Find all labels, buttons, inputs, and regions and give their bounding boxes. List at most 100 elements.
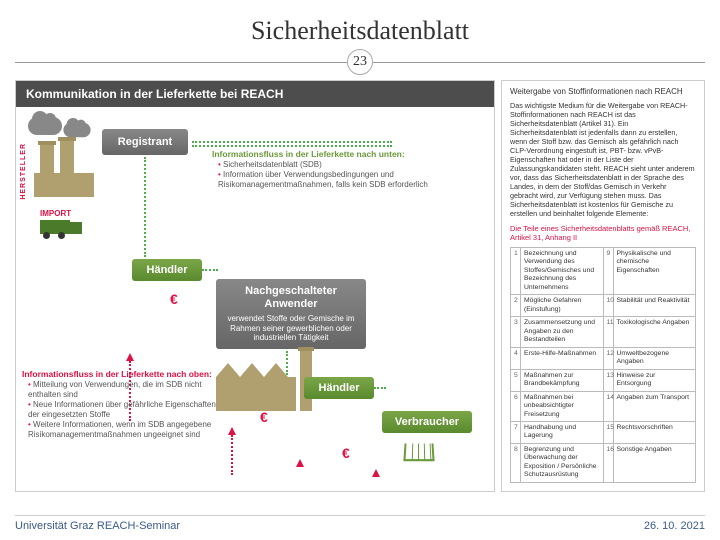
footer: Universität Graz REACH-Seminar 26. 10. 2… xyxy=(15,515,705,532)
red-arrow-up-icon xyxy=(296,459,304,467)
table-cell: 1 xyxy=(511,247,521,294)
right-heading: Weitergabe von Stoffinformationen nach R… xyxy=(510,87,696,97)
chimney-icon xyxy=(60,141,74,175)
cloud-icon xyxy=(63,123,90,137)
info-up-list: Mitteilung von Verwendungen, die im SDB … xyxy=(22,380,226,440)
table-cell: 6 xyxy=(511,391,521,421)
info-up: Informationsfluss in der Lieferkette nac… xyxy=(22,369,226,440)
red-arrow-up-icon xyxy=(372,469,380,477)
green-dotted xyxy=(202,269,218,271)
truck-icon xyxy=(40,220,70,234)
table-cell: Rechtsvorschriften xyxy=(613,421,696,443)
slide: Sicherheitsdatenblatt 23 Kommunikation i… xyxy=(0,0,720,540)
green-arrow xyxy=(192,145,392,147)
import-label: IMPORT xyxy=(40,209,71,218)
table-cell: 14 xyxy=(603,391,613,421)
table-cell: 7 xyxy=(511,421,521,443)
table-cell: 3 xyxy=(511,317,521,347)
red-dotted xyxy=(231,435,233,475)
cart-icon xyxy=(404,443,444,471)
page-number-badge: 23 xyxy=(347,49,373,75)
red-arrow-up-icon xyxy=(228,427,236,435)
red-arrow-up-icon xyxy=(126,353,134,361)
table-row: 7Handhabung und Lagerung15Rechtsvorschri… xyxy=(511,421,696,443)
actor-haendler-1: Händler xyxy=(132,259,202,281)
table-cell: Erste-Hilfe-Maßnahmen xyxy=(521,347,604,369)
registrant-scene: HERSTELLER xyxy=(22,117,102,207)
green-dotted xyxy=(374,387,386,389)
footer-left: Universität Graz REACH-Seminar xyxy=(15,520,180,532)
table-row: 3Zusammensetzung und Angaben zu den Best… xyxy=(511,317,696,347)
actor-verbraucher: Verbraucher xyxy=(382,411,472,433)
table-cell: Angaben zum Transport xyxy=(613,391,696,421)
table-cell: 2 xyxy=(511,295,521,317)
table-cell: Toxikologische Angaben xyxy=(613,317,696,347)
euro-icon: € xyxy=(342,445,350,461)
hersteller-label: HERSTELLER xyxy=(20,143,27,200)
actor-label: Nachgeschalteter Anwender xyxy=(222,285,360,311)
list-item: Information über Verwendungsbedingungen … xyxy=(218,170,468,190)
table-row: 6Maßnahmen bei unbeabsichtigter Freisetz… xyxy=(511,391,696,421)
table-cell: Handhabung und Lagerung xyxy=(521,421,604,443)
table-cell: 11 xyxy=(603,317,613,347)
table-cell: Umweltbezogene Angaben xyxy=(613,347,696,369)
table-cell: Begrenzung und Überwachung der Expositio… xyxy=(521,443,604,482)
list-item: Weitere Informationen, wenn im SDB angeg… xyxy=(28,420,226,440)
actor-nachgeschaltet: Nachgeschalteter Anwender verwendet Stof… xyxy=(216,279,366,349)
page-title: Sicherheitsdatenblatt xyxy=(15,16,705,46)
table-row: 2Mögliche Gefahren (Einstufung)10Stabili… xyxy=(511,295,696,317)
table-cell: Stabilität und Reaktivität xyxy=(613,295,696,317)
list-item: Neue Informationen über gefährliche Eige… xyxy=(28,400,226,420)
right-paragraph: Das wichtigste Medium für die Weitergabe… xyxy=(510,101,696,218)
table-cell: Bezeichnung und Verwendung des Stoffes/G… xyxy=(521,247,604,294)
euro-icon: € xyxy=(260,409,268,425)
actor-registrant: Registrant xyxy=(102,129,188,155)
green-dotted xyxy=(144,157,146,257)
table-cell: Zusammensetzung und Angaben zu den Besta… xyxy=(521,317,604,347)
right-panel: Weitergabe von Stoffinformationen nach R… xyxy=(501,80,705,492)
factory-body xyxy=(34,173,94,197)
table-row: 5Maßnahmen zur Brandbekämpfung13Hinweise… xyxy=(511,369,696,391)
diagram-header: Kommunikation in der Lieferkette bei REA… xyxy=(16,81,494,107)
info-down-list: Sicherheitsdatenblatt (SDB) Information … xyxy=(212,160,468,190)
title-rule: 23 xyxy=(15,50,705,74)
green-dotted xyxy=(286,351,288,375)
table-cell: 5 xyxy=(511,369,521,391)
table-cell: Mögliche Gefahren (Einstufung) xyxy=(521,295,604,317)
actor-sub: verwendet Stoffe oder Gemische im Rahmen… xyxy=(222,314,360,343)
table-cell: 9 xyxy=(603,247,613,294)
cloud-icon xyxy=(28,117,62,135)
import-truck: IMPORT xyxy=(40,209,71,234)
table-cell: 13 xyxy=(603,369,613,391)
table-cell: 16 xyxy=(603,443,613,482)
right-subheading: Die Teile eines Sicherheitsdatenblatts g… xyxy=(510,224,696,243)
table-cell: Physikalische und chemische Eigenschafte… xyxy=(613,247,696,294)
table-cell: 12 xyxy=(603,347,613,369)
green-arrow xyxy=(192,141,392,143)
roof-icon xyxy=(264,363,288,377)
info-down-title: Informationsfluss in der Lieferkette nac… xyxy=(212,149,468,160)
supply-chain-diagram: Kommunikation in der Lieferkette bei REA… xyxy=(15,80,495,492)
table-row: 1Bezeichnung und Verwendung des Stoffes/… xyxy=(511,247,696,294)
table-cell: Hinweise zur Entsorgung xyxy=(613,369,696,391)
table-cell: 8 xyxy=(511,443,521,482)
roof-icon xyxy=(240,363,264,377)
table-cell: Maßnahmen zur Brandbekämpfung xyxy=(521,369,604,391)
actor-haendler-2: Händler xyxy=(304,377,374,399)
table-row: 4Erste-Hilfe-Maßnahmen12Umweltbezogene A… xyxy=(511,347,696,369)
table-cell: 15 xyxy=(603,421,613,443)
table-row: 8Begrenzung und Überwachung der Expositi… xyxy=(511,443,696,482)
euro-icon: € xyxy=(170,291,178,307)
factory-body xyxy=(216,377,296,411)
list-item: Sicherheitsdatenblatt (SDB) xyxy=(218,160,468,170)
info-down: Informationsfluss in der Lieferkette nac… xyxy=(212,149,468,190)
sds-sections-table: 1Bezeichnung und Verwendung des Stoffes/… xyxy=(510,247,696,483)
table-cell: Maßnahmen bei unbeabsichtigter Freisetzu… xyxy=(521,391,604,421)
table-cell: Sonstige Angaben xyxy=(613,443,696,482)
content-row: Kommunikation in der Lieferkette bei REA… xyxy=(15,80,705,492)
diagram-body: HERSTELLER IMPORT Registrant Information… xyxy=(16,109,494,491)
footer-right: 26. 10. 2021 xyxy=(644,520,705,532)
info-up-title: Informationsfluss in der Lieferkette nac… xyxy=(22,369,226,380)
cart-basket xyxy=(403,443,434,461)
table-cell: 4 xyxy=(511,347,521,369)
